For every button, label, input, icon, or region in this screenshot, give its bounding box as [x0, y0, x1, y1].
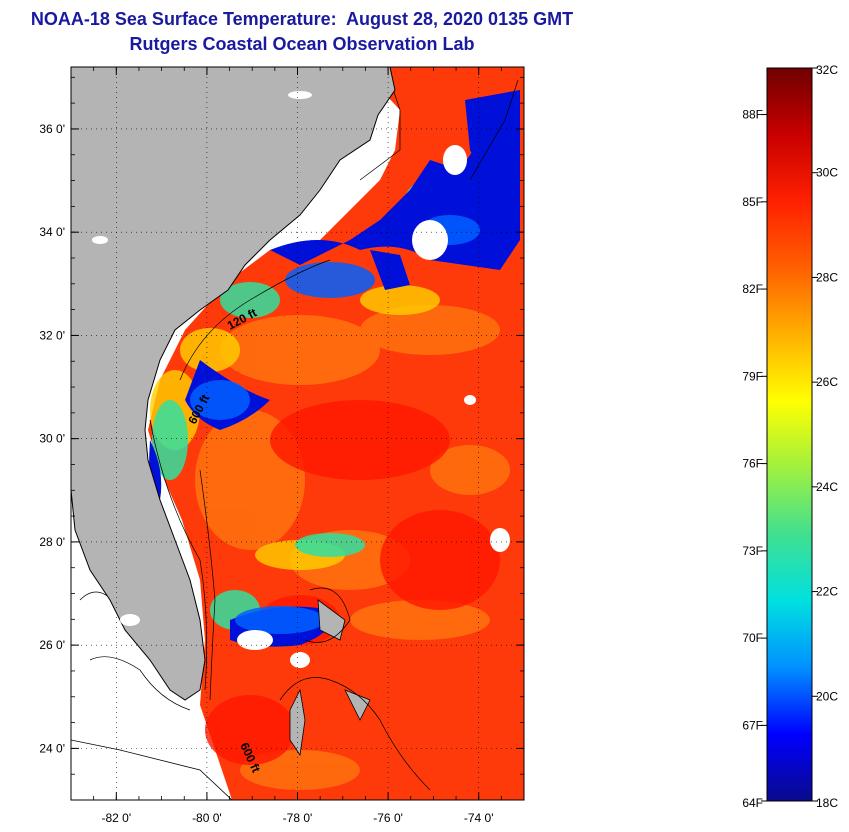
celsius-tick-label: 20C [816, 689, 838, 703]
sst-red-patches [205, 400, 500, 765]
lat-tick-label: 26 0' [39, 638, 65, 652]
lat-tick-label: 36 0' [39, 122, 65, 136]
cloud-specks [237, 145, 510, 668]
fahrenheit-tick-label: 70F [742, 631, 763, 645]
fahrenheit-tick-label: 79F [742, 369, 763, 383]
fahrenheit-tick-label: 76F [742, 457, 763, 471]
page-title: NOAA-18 Sea Surface Temperature: August … [30, 9, 574, 29]
lat-tick-label: 28 0' [39, 535, 65, 549]
sst-map: -82 0' -80 0' -78 0' -76 0' -74 0' 24 0' 26 0… [39, 66, 525, 825]
lon-tick-label: -82 0' [101, 811, 131, 825]
celsius-tick-label: 26C [816, 375, 838, 389]
bathymetry-contours [79, 79, 519, 791]
fahrenheit-tick-label: 85F [742, 195, 763, 209]
celsius-tick-label: 18C [816, 796, 838, 810]
celsius-tick-label: 32C [816, 63, 838, 77]
fahrenheit-ticks: 88F 85F 82F 79F 76F 73F 70F 67F 64F [742, 108, 767, 810]
fahrenheit-tick-label: 88F [742, 108, 763, 122]
celsius-tick-label: 30C [816, 166, 838, 180]
cuba-land [71, 739, 233, 800]
sst-yellow-band [150, 285, 440, 570]
fahrenheit-tick-label: 73F [742, 544, 763, 558]
latitude-ticks: 24 0' 26 0' 28 0' 30 0' 32 0' 34 0' 36 0' [39, 76, 524, 801]
lat-tick-label: 24 0' [39, 741, 65, 755]
colorbar: 32C 30C 28C 26C 24C 22C 20C 18C 88F 85F 82F 79F 76F… [742, 63, 838, 810]
inland-water [92, 91, 312, 626]
lat-tick-label: 30 0' [39, 432, 65, 446]
celsius-ticks: 32C 30C 28C 26C 24C 22C 20C 18C [812, 63, 838, 810]
lon-tick-label: -80 0' [192, 811, 222, 825]
fahrenheit-tick-label: 64F [742, 796, 763, 810]
celsius-tick-label: 22C [816, 585, 838, 599]
lat-tick-label: 32 0' [39, 328, 65, 342]
sst-orange-patches [195, 305, 510, 790]
lon-tick-label: -76 0' [373, 811, 403, 825]
lat-tick-label: 34 0' [39, 225, 65, 239]
lon-tick-label: -78 0' [283, 811, 313, 825]
fahrenheit-tick-label: 67F [742, 718, 763, 732]
lon-tick-label: -74 0' [464, 811, 494, 825]
celsius-tick-label: 24C [816, 480, 838, 494]
graticule [71, 67, 524, 800]
fahrenheit-tick-label: 82F [742, 282, 763, 296]
celsius-tick-label: 28C [816, 270, 838, 284]
longitude-ticks: -82 0' -80 0' -78 0' -76 0' -74 0' [70, 67, 525, 825]
colorbar-scale [766, 67, 813, 802]
page-subtitle: Rutgers Coastal Ocean Observation Lab [129, 34, 475, 54]
